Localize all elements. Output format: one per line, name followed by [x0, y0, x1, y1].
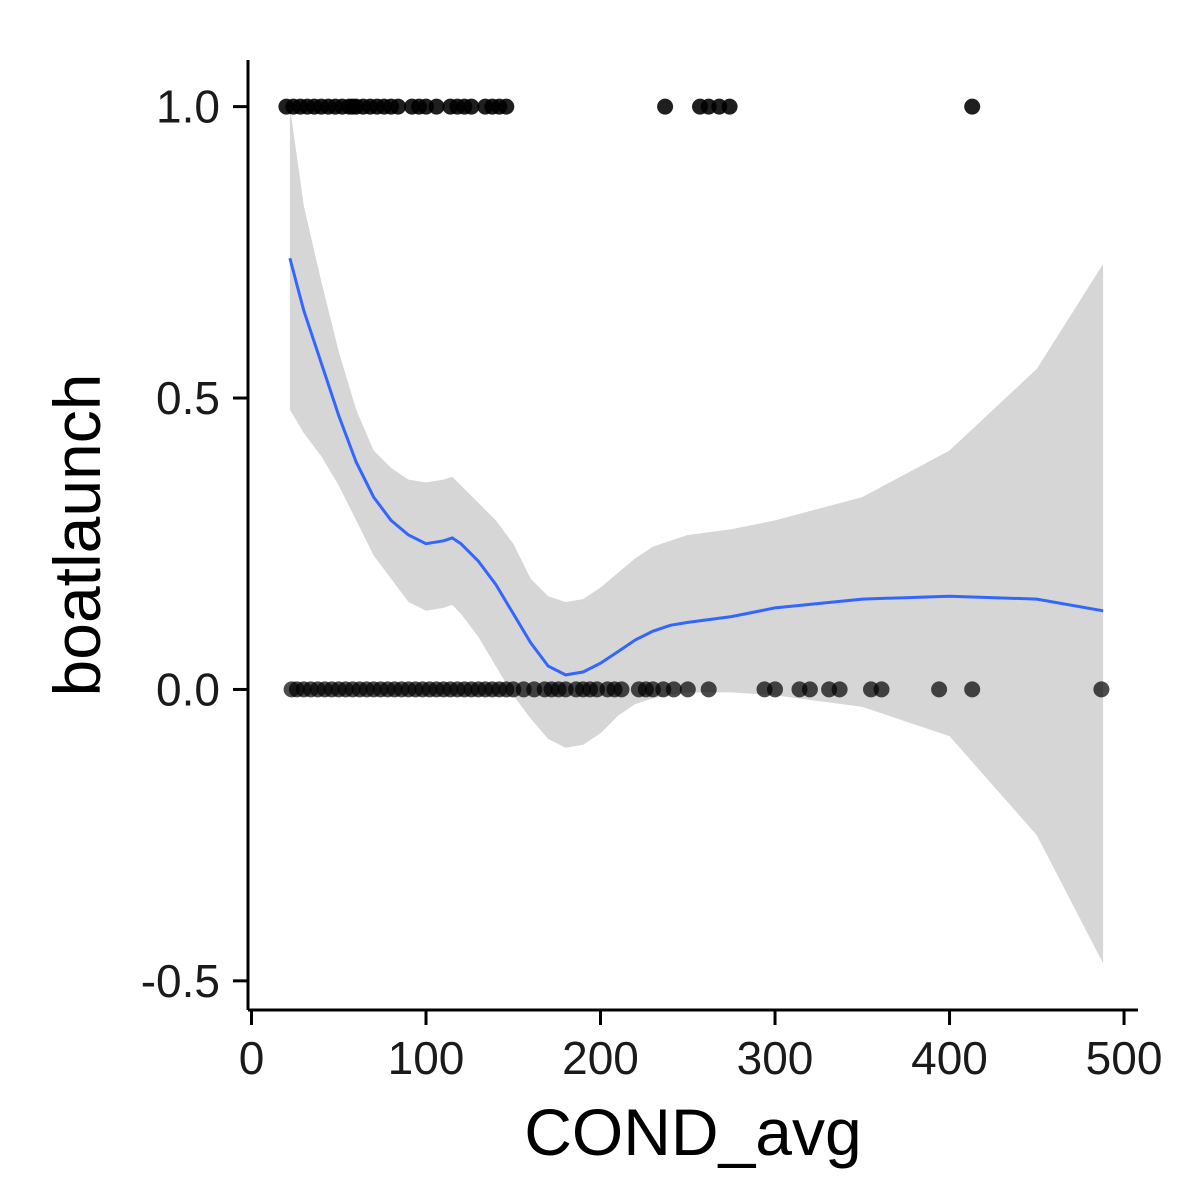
data-point [613, 681, 630, 698]
y-tick-label: 1.0 [156, 81, 220, 133]
data-point [964, 98, 981, 115]
data-point [831, 681, 848, 698]
x-tick-label: 500 [1086, 1032, 1163, 1084]
smooth-line-layer [288, 257, 1104, 677]
data-point [964, 681, 981, 698]
y-tick-label: 0.5 [156, 372, 220, 424]
y-tick-label: 0.0 [156, 663, 220, 715]
y-axis-title: boatlaunch [40, 374, 114, 697]
confidence-band-layer [289, 106, 1104, 964]
data-point [390, 98, 407, 115]
x-tick-label: 0 [239, 1032, 265, 1084]
x-tick-label: 400 [911, 1032, 988, 1084]
confidence-band [289, 106, 1104, 964]
points-layer [278, 98, 1110, 698]
smooth-line [288, 257, 1104, 677]
data-point [1093, 681, 1110, 698]
data-point [498, 98, 515, 115]
data-point [679, 681, 696, 698]
data-point [721, 98, 738, 115]
data-point [767, 681, 783, 698]
x-axis-title: COND_avg [524, 1095, 861, 1169]
axes-layer: -0.5 0.0 0.5 1.0 0 100 200 300 400 500 [141, 60, 1163, 1084]
data-point [700, 681, 717, 698]
y-tick-label: -0.5 [141, 955, 220, 1007]
x-tick-label: 100 [388, 1032, 465, 1084]
data-point [428, 98, 445, 115]
data-point [657, 98, 674, 115]
x-tick-label: 200 [562, 1032, 639, 1084]
data-point [801, 681, 818, 698]
data-point [931, 681, 948, 698]
data-point [873, 681, 890, 698]
data-point [665, 681, 682, 698]
data-point [463, 98, 480, 115]
x-tick-label: 300 [737, 1032, 814, 1084]
